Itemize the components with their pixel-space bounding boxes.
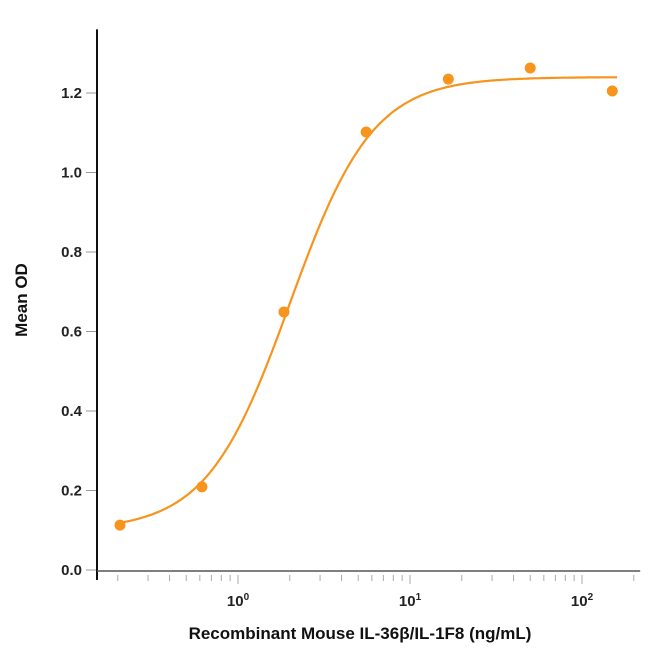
y-tick-label: 0.0 (61, 562, 82, 579)
y-axis-title: Mean OD (12, 263, 31, 337)
fit-curve (117, 76, 618, 525)
data-point (524, 62, 536, 74)
data-point (196, 481, 208, 493)
x-tick-label: 102 (571, 592, 594, 610)
y-tick-label: 1.2 (61, 85, 82, 102)
data-points (114, 62, 618, 531)
data-point (360, 126, 372, 138)
y-tick-label: 0.2 (61, 483, 82, 500)
data-point (278, 306, 290, 318)
y-tick-label: 0.6 (61, 324, 82, 341)
y-tick-label: 1.0 (61, 165, 82, 182)
axes: 0.0 0.2 0.4 0.6 0.8 1.0 1.2 100 101 102 (61, 29, 641, 610)
data-point (114, 519, 126, 531)
data-point (606, 85, 618, 97)
y-tick-label: 0.4 (61, 403, 83, 420)
y-tick-label: 0.8 (61, 244, 82, 261)
x-tick-label: 101 (399, 592, 422, 610)
fit-curve-group (117, 76, 618, 525)
x-axis-title: Recombinant Mouse IL-36β/IL-1F8 (ng/mL) (189, 624, 532, 643)
x-tick-label: 100 (227, 592, 250, 610)
data-point (442, 73, 454, 85)
